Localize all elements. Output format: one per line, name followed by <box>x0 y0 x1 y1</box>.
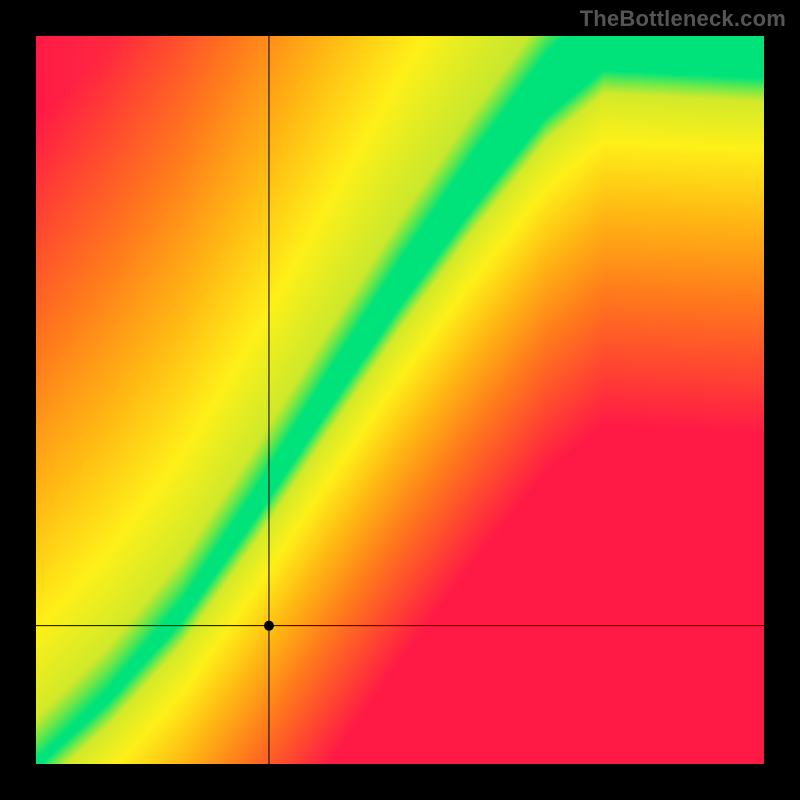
image-frame: TheBottleneck.com <box>0 0 800 800</box>
attribution-watermark: TheBottleneck.com <box>580 6 786 32</box>
marker <box>264 621 274 631</box>
crosshair <box>36 36 764 764</box>
marker-dot <box>264 621 274 631</box>
overlay-svg <box>36 36 764 764</box>
